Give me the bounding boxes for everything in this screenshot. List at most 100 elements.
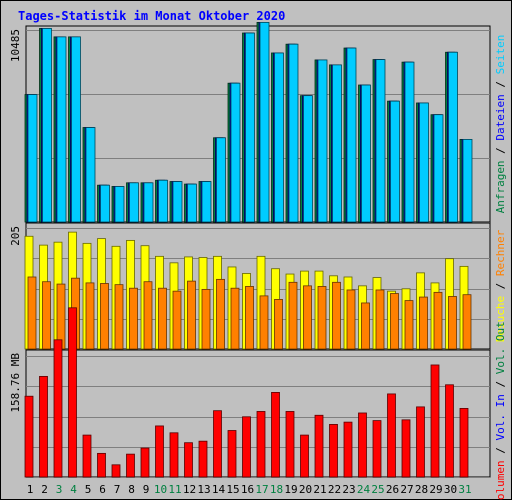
bar-rechner-day-23 [346, 289, 356, 350]
bar-volumen-day-20 [300, 434, 309, 478]
x-tick-label-day-14: 14 [212, 483, 226, 496]
bar-volumen-day-18 [271, 392, 280, 478]
x-tick-label-day-15: 15 [226, 483, 239, 496]
x-tick-label-day-5: 5 [85, 483, 92, 496]
bar-seiten-day-5 [85, 127, 96, 223]
x-tick-label-day-11: 11 [168, 483, 181, 496]
bar-volumen-day-23 [343, 421, 353, 478]
x-tick-label-day-27: 27 [400, 483, 413, 496]
chart-title: Tages-Statistik im Monat Oktober 2020 [18, 9, 285, 23]
bar-volumen-day-1 [24, 395, 34, 478]
x-tick-label-day-29: 29 [429, 483, 442, 496]
bar-volumen-day-9 [140, 447, 150, 478]
bar-seiten-day-14 [216, 137, 226, 223]
bar-rechner-day-18 [274, 299, 283, 350]
legend-bottom-part: Vol. In [494, 394, 507, 440]
legend-middle-part: Besuche [494, 296, 507, 342]
x-tick-label-day-23: 23 [342, 483, 355, 496]
panel-bottom: 158.76 MB [9, 307, 491, 478]
legend-top-part: / [494, 141, 507, 161]
x-tick-label-day-7: 7 [114, 483, 121, 496]
x-tick-label-day-19: 19 [284, 483, 297, 496]
x-tick-label-day-25: 25 [371, 483, 384, 496]
bar-rechner-day-27 [404, 300, 414, 350]
x-tick-label-day-31: 31 [458, 483, 471, 496]
bar-seiten-day-6 [100, 184, 110, 223]
x-tick-label-day-20: 20 [299, 483, 312, 496]
bar-rechner-day-16 [245, 286, 254, 350]
bar-seiten-day-1 [27, 94, 38, 223]
legend-middle-part: Rechner [494, 229, 507, 276]
bar-seiten-day-25 [375, 59, 386, 223]
legend-top-part: / [494, 74, 507, 94]
bar-seiten-day-18 [274, 52, 284, 223]
x-tick-label-day-9: 9 [143, 483, 150, 496]
panel-middle: 205 [9, 222, 491, 350]
bar-seiten-day-24 [361, 84, 371, 223]
legend-top-part: Seiten [494, 35, 507, 75]
bar-volumen-day-2 [39, 375, 48, 478]
bar-volumen-day-21 [314, 414, 324, 478]
bar-volumen-day-10 [155, 425, 164, 478]
bar-seiten-day-28 [419, 102, 429, 223]
bar-seiten-day-3 [56, 36, 67, 223]
bar-seiten-day-19 [288, 43, 299, 223]
bar-seiten-day-23 [346, 47, 357, 223]
bar-rechner-day-15 [230, 287, 240, 350]
legend-bottom-part: / [494, 374, 507, 394]
bar-rechner-day-10 [158, 287, 167, 350]
bar-volumen-day-6 [97, 452, 106, 478]
x-tick-label-day-10: 10 [154, 483, 167, 496]
bar-rechner-day-21 [317, 286, 327, 350]
bar-seiten-day-4 [71, 36, 81, 223]
bar-volumen-day-19 [285, 411, 295, 478]
bar-seiten-day-30 [448, 51, 458, 223]
x-tick-label-day-13: 13 [197, 483, 210, 496]
bar-rechner-day-6 [100, 283, 109, 350]
bar-rechner-day-17 [259, 295, 269, 350]
bar-volumen-day-4 [68, 307, 77, 478]
x-tick-label-day-26: 26 [386, 483, 399, 496]
x-tick-label-day-3: 3 [56, 483, 63, 496]
bar-volumen-day-5 [82, 434, 92, 478]
x-tick-label-day-12: 12 [183, 483, 196, 496]
bar-seiten-day-15 [230, 82, 241, 223]
legend-bottom: Volumen / Vol. In / Vol. Out [494, 321, 507, 500]
bar-rechner-day-3 [56, 283, 66, 350]
x-tick-label-day-30: 30 [444, 483, 457, 496]
bar-seiten-day-26 [390, 100, 400, 223]
x-axis-labels: 1 2 3 4 5 6 7 8 9 10 11 12 13 14 15 16 17 18 19 20 21 22 23 24 2… [27, 483, 472, 496]
series-legend-labels: Anfragen / Dateien / Seiten Besuche / Rec… [494, 35, 507, 500]
legend-bottom-part: Volumen [494, 460, 507, 500]
x-tick-label-day-24: 24 [357, 483, 371, 496]
bar-rechner-day-22 [332, 281, 341, 350]
x-tick-label-day-21: 21 [313, 483, 326, 496]
legend-top: Anfragen / Dateien / Seiten [494, 35, 507, 214]
bar-rechner-day-29 [433, 291, 443, 350]
y-axis-max-label: 10485 [9, 29, 22, 62]
bar-seiten-day-17 [259, 22, 270, 223]
bar-rechner-day-2 [42, 281, 51, 350]
bar-seiten-day-13 [201, 181, 212, 223]
bar-rechner-day-24 [361, 302, 370, 350]
y-axis-max-label: 205 [9, 226, 22, 246]
bar-volumen-day-24 [358, 412, 367, 478]
bar-volumen-day-12 [184, 442, 193, 478]
bar-seiten-day-9 [143, 182, 154, 223]
bar-volumen-day-31 [459, 408, 469, 478]
bar-seiten-day-7 [114, 186, 125, 223]
bar-volumen-day-28 [416, 406, 425, 478]
bar-seiten-day-20 [303, 95, 313, 223]
bar-rechner-day-5 [85, 282, 95, 350]
bar-rechner-day-20 [303, 285, 312, 350]
chart-panels: 10485 205 158.76 MB [9, 22, 491, 478]
bar-rechner-day-1 [27, 276, 37, 350]
bar-rechner-day-26 [390, 293, 399, 350]
bar-volumen-day-29 [430, 364, 440, 478]
x-tick-label-day-8: 8 [128, 483, 135, 496]
bar-rechner-day-31 [462, 294, 472, 350]
bar-volumen-day-22 [329, 424, 338, 478]
bar-volumen-day-27 [401, 419, 411, 478]
x-tick-label-day-22: 22 [328, 483, 341, 496]
